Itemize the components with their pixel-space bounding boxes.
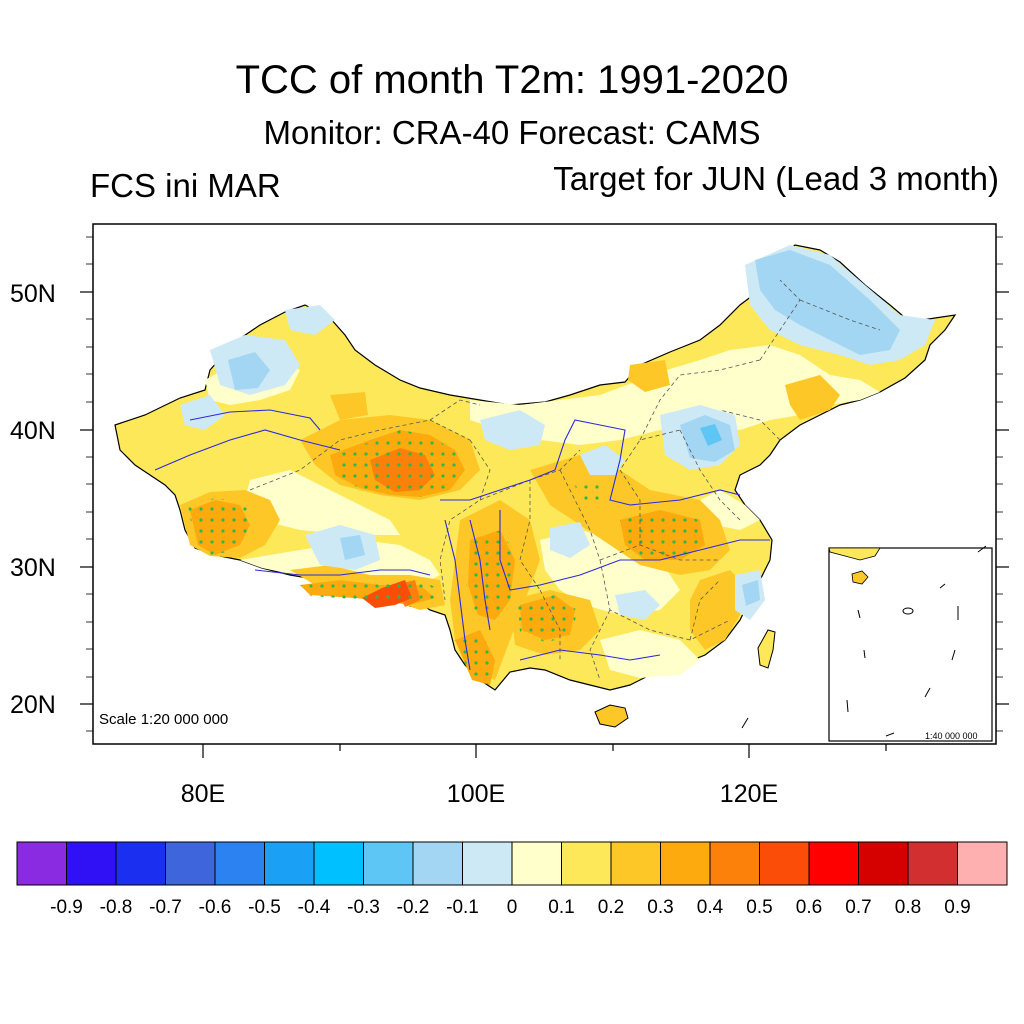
colorbar-tick-label: -0.9 bbox=[50, 897, 83, 918]
significance-stipple bbox=[620, 510, 705, 560]
lon-label-80e: 80E bbox=[180, 780, 226, 808]
zone-pale-blue bbox=[180, 395, 225, 430]
colorbar-tick-label: 0.4 bbox=[696, 897, 724, 918]
axis-ticks bbox=[80, 291, 1009, 758]
inset-scale-note: 1:40 000 000 bbox=[925, 731, 978, 741]
colorbar-tick-label: -0.7 bbox=[149, 897, 182, 918]
rivers bbox=[154, 409, 770, 671]
zone-pale-blue bbox=[550, 522, 590, 558]
province-boundaries bbox=[249, 279, 881, 681]
significance-stipple bbox=[575, 480, 605, 505]
hainan-island bbox=[594, 704, 629, 728]
zone-pale-blue bbox=[480, 410, 545, 450]
colorbar-tick-label: 0.8 bbox=[894, 897, 922, 918]
colorbar-tick-label: 0.9 bbox=[944, 897, 971, 918]
zone-light-yellow bbox=[600, 630, 700, 678]
chart-subtitle: Monitor: CRA-40 Forecast: CAMS bbox=[263, 114, 761, 151]
significance-stipple bbox=[455, 630, 495, 685]
minor-ticks bbox=[86, 236, 1003, 732]
lat-label-20n: 20N bbox=[10, 691, 56, 719]
chart-title: TCC of month T2m: 1991-2020 bbox=[235, 58, 789, 102]
colorbar-tick-label: 0.1 bbox=[548, 897, 575, 918]
zone-gold bbox=[785, 375, 840, 420]
colorbar-tick-label: 0 bbox=[506, 897, 518, 918]
colorbar-tick-label: -0.1 bbox=[446, 897, 479, 918]
colorbar-tick-label: -0.4 bbox=[297, 897, 331, 918]
scale-note: Scale 1:20 000 000 bbox=[99, 711, 229, 728]
significance-stipple bbox=[300, 578, 440, 607]
zone-pale-blue bbox=[615, 590, 660, 620]
zone-gold bbox=[690, 570, 745, 650]
zone-blue bbox=[700, 424, 722, 446]
colorbar-tick-label: 0.2 bbox=[597, 897, 625, 918]
zone-light-blue bbox=[228, 352, 270, 390]
map-fill bbox=[114, 244, 957, 728]
left-annotation: FCS ini MAR bbox=[90, 167, 281, 204]
zone-light-blue bbox=[340, 535, 365, 560]
significance-stipple bbox=[518, 595, 577, 642]
colorbar-tick-label: -0.8 bbox=[99, 897, 133, 918]
zone-gold bbox=[628, 360, 670, 392]
lat-label-40n: 40N bbox=[10, 417, 56, 445]
colorbar-tick-label: 0.5 bbox=[746, 897, 773, 918]
significance-stipple bbox=[335, 430, 462, 497]
zone-pale-blue bbox=[285, 305, 335, 335]
lon-label-100e: 100E bbox=[446, 780, 506, 808]
taiwan-island bbox=[757, 629, 776, 669]
right-annotation: Target for JUN (Lead 3 month) bbox=[553, 160, 999, 197]
colorbar-tick-label: -0.6 bbox=[198, 897, 232, 918]
colorbar-tick-label: 0.7 bbox=[845, 897, 872, 918]
colorbar-tick-label: -0.3 bbox=[347, 897, 380, 918]
zone-pale-blue bbox=[580, 445, 625, 475]
significance-stipple bbox=[188, 498, 252, 556]
significance-stipple bbox=[466, 530, 517, 620]
colorbar-tick-label: -0.2 bbox=[396, 897, 430, 918]
zone-light-yellow bbox=[245, 470, 400, 535]
south-china-sea-inset bbox=[741, 545, 993, 742]
colorbar-tick-label: 0.6 bbox=[795, 897, 823, 918]
lat-label-30n: 30N bbox=[10, 554, 56, 582]
lat-label-50n: 50N bbox=[10, 280, 56, 308]
zone-light-blue bbox=[755, 250, 900, 355]
colorbar-tick-label: 0.3 bbox=[647, 897, 674, 918]
colorbar-tick-label: -0.5 bbox=[248, 897, 281, 918]
zone-gold bbox=[330, 392, 368, 420]
zone-light-blue bbox=[742, 580, 760, 606]
lon-label-120e: 120E bbox=[719, 780, 779, 808]
zone-light-yellow bbox=[470, 345, 880, 445]
